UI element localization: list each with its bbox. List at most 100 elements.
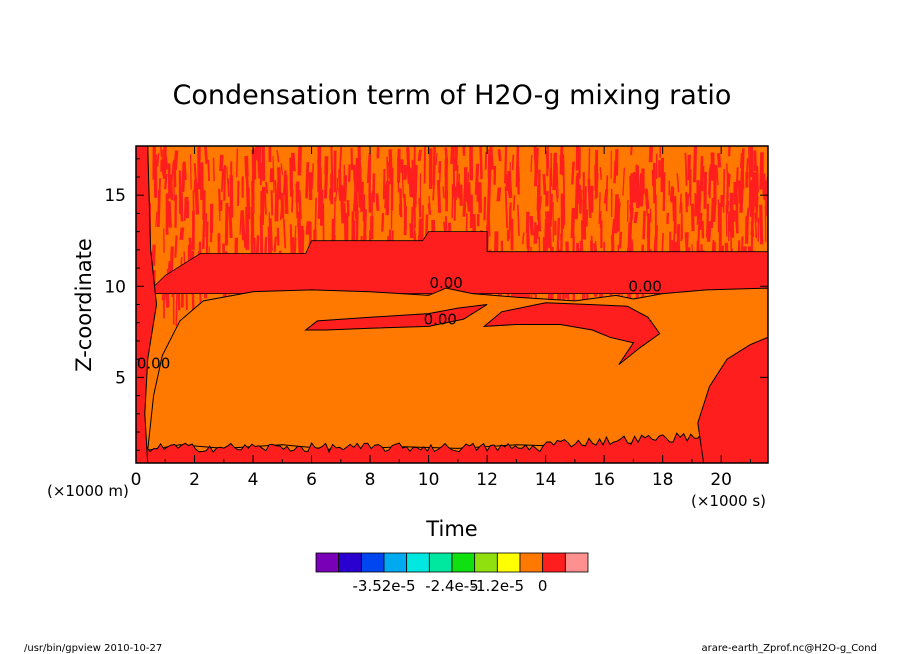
streak [153, 154, 158, 198]
streak [644, 188, 650, 209]
streak [740, 153, 744, 169]
streak [599, 167, 602, 180]
streak [584, 209, 589, 227]
streak [282, 219, 287, 249]
streak [319, 196, 322, 215]
colorbar-swatch [406, 552, 430, 573]
streak [219, 154, 224, 171]
streak [293, 225, 297, 258]
streak [366, 155, 371, 183]
streak [659, 146, 662, 158]
streak [610, 189, 613, 217]
streak [363, 209, 367, 241]
streak [487, 203, 490, 220]
streak [403, 194, 407, 229]
y-axis-ticks: 5 10 15 [104, 158, 768, 451]
streak [718, 202, 722, 246]
streak [496, 187, 502, 202]
streak [728, 146, 731, 157]
streak [259, 215, 264, 256]
streak [627, 222, 630, 258]
streak [202, 211, 206, 249]
streak [673, 196, 677, 234]
streak [409, 223, 414, 239]
streak [423, 146, 426, 184]
streak [167, 201, 172, 228]
streak [250, 235, 254, 258]
streak [436, 180, 442, 213]
streak [164, 155, 169, 170]
streak [545, 151, 550, 169]
colorbar-swatch [519, 552, 544, 573]
streak [229, 161, 233, 200]
streak [703, 187, 706, 205]
streak [582, 172, 585, 208]
streak [251, 180, 255, 214]
streak [376, 147, 380, 159]
x-tick-label: 18 [652, 470, 674, 490]
streak [311, 163, 314, 189]
streak [588, 148, 591, 181]
streak [218, 203, 221, 222]
streak [547, 211, 552, 244]
y-tick-label: 10 [104, 277, 126, 297]
streak [452, 158, 456, 198]
streak [338, 146, 343, 178]
colorbar-swatch [496, 552, 521, 573]
streak [179, 227, 185, 240]
streak [345, 212, 349, 246]
streak [562, 154, 565, 196]
streak [534, 147, 539, 187]
colorbar-swatch [383, 552, 408, 573]
streak [759, 152, 764, 190]
streak [697, 185, 701, 197]
left-mixed-region [136, 146, 158, 463]
streak [658, 160, 661, 178]
streak [183, 162, 187, 180]
streak [559, 146, 564, 174]
streak [507, 171, 513, 198]
streak [582, 199, 587, 240]
streak [741, 167, 745, 190]
streak [635, 164, 638, 198]
streak [630, 146, 633, 155]
streak [725, 205, 728, 237]
streak [571, 161, 575, 185]
streak [297, 214, 302, 257]
right-mixed-region [697, 336, 768, 463]
streak [251, 149, 255, 184]
streak [274, 180, 278, 199]
streak [305, 221, 311, 235]
streak [726, 200, 730, 212]
streak [552, 201, 554, 242]
streak [188, 237, 193, 250]
streak [329, 188, 332, 201]
streak [283, 174, 289, 214]
streak [207, 159, 210, 181]
streak [465, 213, 468, 234]
streak [333, 150, 337, 193]
streak [684, 152, 688, 186]
streak [180, 192, 184, 222]
streak [668, 180, 671, 196]
streak [261, 186, 265, 225]
colorbar-tick-label: -2.4e-5 [425, 577, 478, 595]
streak [735, 167, 739, 197]
streak [529, 216, 535, 236]
streak [729, 222, 733, 258]
streak [265, 181, 269, 194]
streak [263, 187, 267, 215]
streak [267, 226, 273, 255]
streak [164, 174, 168, 190]
x-tick-label: 8 [365, 470, 376, 490]
streak [295, 184, 299, 219]
x-tick-label: 2 [189, 470, 200, 490]
streak [710, 152, 715, 181]
streak [305, 162, 310, 199]
streak [603, 189, 609, 204]
streak [209, 211, 214, 243]
streak [716, 165, 719, 186]
streak [167, 163, 171, 199]
streak [185, 200, 190, 219]
